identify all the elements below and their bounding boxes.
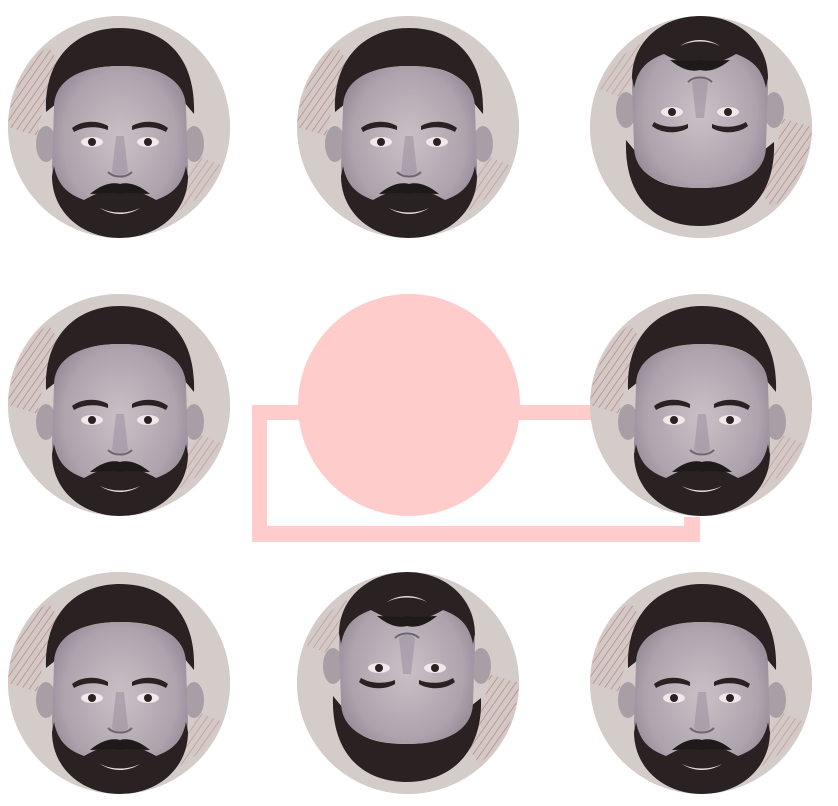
face-tile-r3c2-upside-down bbox=[297, 572, 519, 794]
portrait-image bbox=[8, 16, 230, 238]
portrait-image bbox=[8, 572, 230, 794]
face-tile-r2c3 bbox=[590, 294, 812, 516]
face-tile-r3c3 bbox=[590, 572, 812, 794]
face-tile-r3c1 bbox=[8, 572, 230, 794]
face-tile-r2c1 bbox=[8, 294, 230, 516]
portrait-image bbox=[8, 294, 230, 516]
portrait-image-inverted bbox=[590, 16, 812, 238]
pink-bracket bbox=[252, 405, 700, 542]
portrait-image bbox=[590, 572, 812, 794]
missing-tile-pink-circle bbox=[298, 294, 520, 516]
face-tile-r1c1 bbox=[8, 16, 230, 238]
face-tile-r1c3-upside-down bbox=[590, 16, 812, 238]
face-tile-r1c2 bbox=[297, 16, 519, 238]
portrait-image-inverted bbox=[297, 572, 519, 794]
portrait-image bbox=[590, 294, 812, 516]
portrait-image bbox=[297, 16, 519, 238]
